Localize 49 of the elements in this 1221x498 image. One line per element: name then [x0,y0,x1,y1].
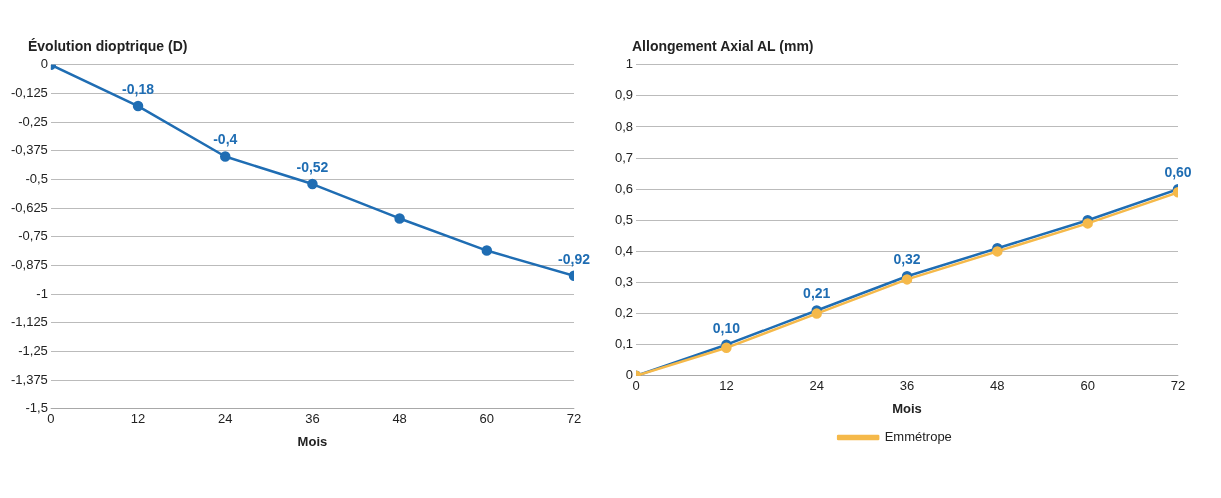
data-label: -0,52 [296,158,329,175]
y-tick-label: -0,5 [25,171,48,187]
y-tick-label: 0,3 [614,274,634,290]
data-label: -0,92 [558,250,591,267]
x-tick-label: 72 [1170,378,1186,394]
data-label: 0,21 [803,285,831,302]
y-tick-label: -0,375 [10,142,48,158]
x-tick-label: 36 [899,378,915,394]
x-axis-title: Mois [297,433,328,449]
y-tick-label: 0,7 [614,149,634,165]
x-tick-label: 60 [1080,378,1095,394]
x-axis-title: Mois [892,400,922,416]
y-tick-label: -1,125 [10,314,48,330]
x-tick-label: 24 [809,378,824,394]
y-tick-label: 0,5 [614,211,634,227]
y-tick-label: -1 [36,285,48,301]
y-axis-title: Évolution dioptrique (D) [28,38,189,54]
y-tick-label: 0,1 [614,336,634,352]
data-label: -0,18 [122,80,155,97]
y-tick-label: 0,8 [614,118,634,134]
x-tick-label: 12 [719,378,734,394]
x-tick-label: 48 [392,411,407,427]
y-tick-label: 0,6 [614,180,634,196]
y-tick-label: 0 [40,56,48,72]
data-label: 0,32 [893,251,921,268]
y-tick-label: 1 [625,56,634,72]
y-tick-label: 0,9 [614,87,634,103]
y-tick-label: -0,125 [10,85,48,101]
x-tick-label: 48 [990,378,1005,394]
y-tick-label: -0,625 [10,199,48,215]
data-label: -0,4 [213,131,238,148]
data-label: 0,60 [1164,164,1192,181]
y-tick-label: -1,25 [18,343,48,359]
x-tick-label: 60 [479,411,495,427]
y-tick-label: -0,25 [18,113,48,129]
x-tick-label: 12 [130,411,146,427]
y-tick-label: -1,5 [25,400,48,416]
y-tick-label: 0,2 [614,305,634,321]
legend-label: Emmétrope [884,429,952,445]
y-tick-label: 0,4 [614,242,634,258]
x-tick-label: 72 [566,411,582,427]
y-tick-label: -0,875 [10,257,48,273]
y-tick-label: -1,375 [10,371,48,387]
y-tick-label: -0,75 [18,228,48,244]
y-tick-label: 0 [625,367,634,383]
y-axis-title: Allongement Axial AL (mm) [632,38,815,54]
x-tick-label: 36 [305,411,320,427]
data-label: 0,10 [712,319,741,336]
x-tick-label: 24 [218,411,233,427]
